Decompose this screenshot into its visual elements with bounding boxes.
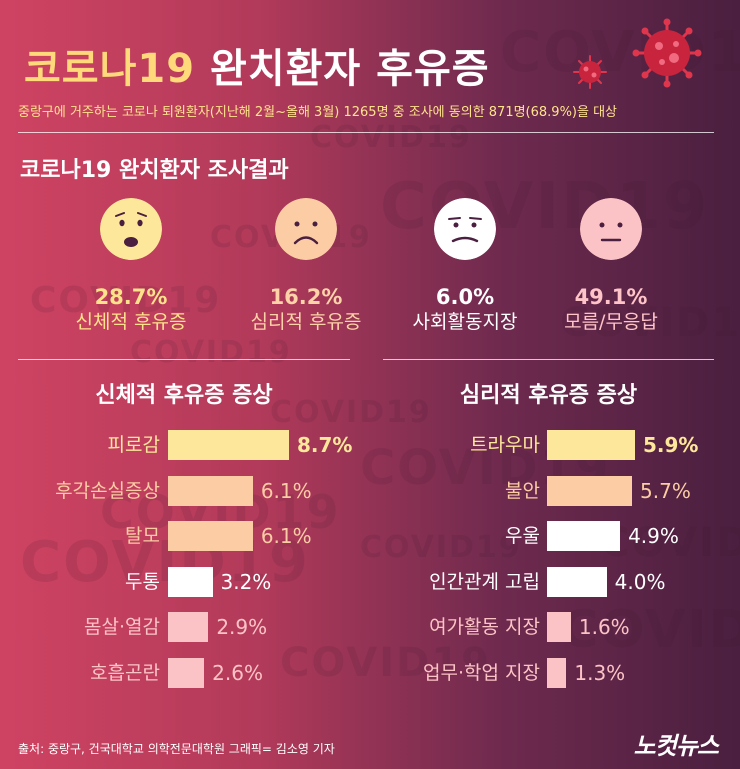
divider <box>18 132 714 133</box>
watermark: COVID19 <box>360 530 522 565</box>
bar <box>168 612 209 643</box>
psychological-chart-title: 심리적 후유증 증상 <box>459 383 638 408</box>
bar <box>547 566 607 597</box>
stat-label: 심리적 후유증 <box>250 311 362 333</box>
frown-face-icon <box>275 198 337 260</box>
subtitle: 중랑구에 거주하는 코로나 퇴원환자(지난해 2월~올해 3월) 1265명 중… <box>18 105 618 120</box>
watermark: COVID19 <box>380 170 710 244</box>
watermark: COVID19 <box>310 120 472 155</box>
stat-label: 사회활동지장 <box>412 311 518 333</box>
uneasy-face-icon <box>434 198 496 260</box>
source-footer: 출처: 중랑구, 건국대학교 의학전문대학원 그래픽= 김소영 기자 <box>18 742 335 756</box>
neutral-face-icon <box>580 198 642 260</box>
watermark: COVID19 <box>560 300 740 346</box>
bar-value-label: 1.3% <box>574 661 626 685</box>
survey-stat: 16.2% 심리적 후유증 <box>231 284 381 334</box>
bar-category-text: 인간관계 고립 <box>429 570 540 593</box>
stat-value: 28.7% <box>94 285 168 309</box>
watermark: COVID19 <box>500 20 740 85</box>
bar-value-label: 2.9% <box>216 615 268 640</box>
watermark: COVID19 <box>360 440 611 496</box>
bar-value-label: 5.9% <box>643 433 699 457</box>
bar-category-label: 몸살·열감 <box>0 610 160 644</box>
stat-value: 16.2% <box>269 285 343 309</box>
watermark: COVID19 <box>20 530 310 595</box>
bar <box>168 430 289 460</box>
stat-value: 49.1% <box>574 285 648 309</box>
divider <box>18 359 350 360</box>
bar-value-label: 4.0% <box>614 569 666 594</box>
bar-category-text: 호흡곤란 <box>90 662 160 684</box>
watermark: COVID19 <box>270 395 432 430</box>
watermark: COVID19 <box>280 640 491 686</box>
watermark: COVID19 <box>130 335 292 370</box>
survey-heading: 코로나19 완치환자 조사결과 <box>20 158 289 183</box>
survey-stat: 28.7% 신체적 후유증 <box>56 284 206 334</box>
stat-label: 모름/무응답 <box>564 311 658 333</box>
physical-chart-title: 신체적 후유증 증상 <box>95 383 273 408</box>
bar-value-label: 8.7% <box>297 433 353 457</box>
stat-label: 신체적 후유증 <box>75 311 187 333</box>
page-title: 코로나19 완치환자 후유증 <box>24 36 490 94</box>
bar <box>168 658 205 688</box>
bar-category-text: 피로감 <box>107 434 160 456</box>
bar-category-label: 피로감 <box>0 428 160 462</box>
stat-value: 6.0% <box>435 285 495 309</box>
virus-icon <box>573 55 607 89</box>
watermark: COVID19 <box>30 280 222 321</box>
bar <box>547 658 567 688</box>
bar-value-label: 2.6% <box>212 661 263 685</box>
title-part-1: 코로나19 <box>24 46 196 92</box>
bar-category-label: 호흡곤란 <box>0 656 160 690</box>
title-part-2: 완치환자 후유증 <box>210 46 490 92</box>
bar-value-label: 5.7% <box>640 478 691 503</box>
watermark: COVID19 <box>560 600 740 660</box>
bar-category-text: 몸살·열감 <box>84 616 160 639</box>
virus-icon <box>632 18 702 88</box>
survey-stat: 6.0% 사회활동지장 <box>390 284 540 334</box>
watermark: COVID19 <box>600 520 740 566</box>
divider <box>383 359 714 360</box>
sad-face-icon <box>100 198 162 260</box>
brand-logo: 노컷뉴스 <box>633 732 719 760</box>
survey-stat: 49.1% 모름/무응답 <box>536 284 686 334</box>
